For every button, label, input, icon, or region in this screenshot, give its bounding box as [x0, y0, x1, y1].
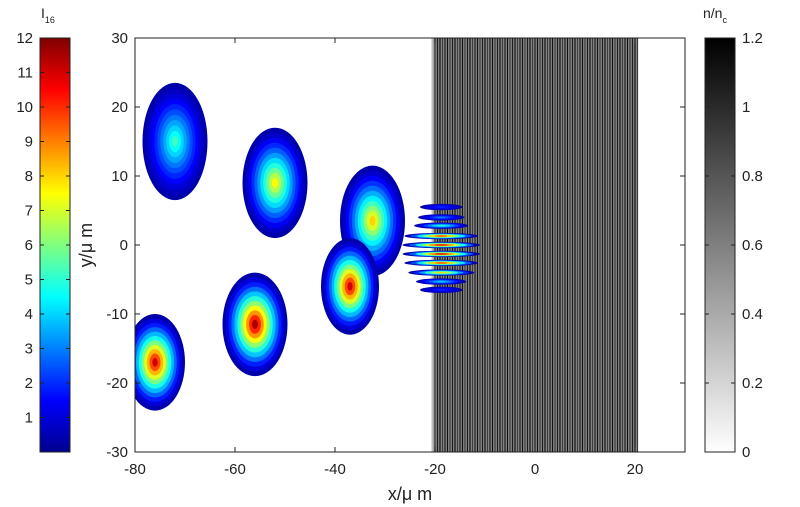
fringe-contour [435, 235, 448, 237]
y-tick-label: 10 [111, 168, 128, 185]
intensity-colorbar-tick-label: 9 [25, 134, 33, 151]
x-tick-label: -40 [324, 461, 346, 478]
x-axis: -80 -60 -40 -20 0 20 [124, 38, 643, 478]
intensity-colorbar-tick-label: 11 [17, 65, 33, 82]
fringe-contour [436, 225, 446, 227]
x-tick-label: -60 [224, 461, 246, 478]
pulse-contour [369, 215, 376, 226]
intensity-colorbar-tick-label: 8 [25, 168, 33, 185]
intensity-colorbar-tick-label: 10 [16, 99, 33, 116]
intensity-colorbar-tick-label: 1 [25, 410, 33, 427]
intensity-colorbar [39, 37, 71, 453]
intensity-colorbar-tick-label: 5 [25, 272, 33, 289]
laser-pulses [135, 82, 480, 411]
fringe-contour [434, 244, 448, 246]
fringe-contour [437, 289, 445, 291]
density-colorbar-ticks: 0 0.2 0.4 0.6 0.8 1 1.2 [705, 30, 763, 461]
pulse-contour [347, 282, 353, 291]
pulse [142, 82, 208, 201]
x-tick-label: -20 [424, 461, 446, 478]
intensity-colorbar-title-sub: 16 [45, 15, 55, 25]
intensity-colorbar-tick-label: 7 [25, 203, 33, 220]
x-tick-label: 0 [531, 461, 539, 478]
pulse [321, 238, 379, 335]
intensity-colorbar-title: I16 [41, 5, 55, 25]
intensity-colorbar-tick-label: 3 [25, 341, 33, 358]
fringe-contour [437, 206, 445, 208]
pulse-contour [152, 357, 158, 367]
density-colorbar-tick-label: 0.6 [742, 237, 763, 254]
pulse [242, 127, 308, 239]
y-tick-label: -30 [106, 444, 128, 461]
x-axis-title: x/μ m [388, 484, 432, 504]
pulse-contour [272, 177, 278, 188]
fringe-contour [437, 281, 446, 283]
y-tick-label: -10 [106, 306, 128, 323]
pulse [222, 272, 288, 377]
y-axis: -30 -20 -10 0 10 20 30 [106, 30, 685, 461]
y-tick-label: 20 [111, 99, 128, 116]
intensity-colorbar-tick-label: 6 [25, 237, 33, 254]
pulse-contour [252, 319, 258, 330]
y-axis-title: y/μ m [76, 223, 96, 267]
interference-pattern [402, 203, 480, 294]
y-tick-label: 30 [111, 30, 128, 47]
density-colorbar [704, 37, 736, 453]
density-colorbar-title: n/nc [703, 5, 727, 25]
fringe-contour [437, 216, 446, 218]
pulse [135, 314, 185, 411]
y-tick-label: -20 [106, 375, 128, 392]
density-colorbar-tick-label: 1 [742, 99, 750, 116]
intensity-colorbar-title-main: I [41, 5, 45, 21]
fringe-contour [435, 262, 448, 264]
x-tick-label: 20 [627, 461, 644, 478]
intensity-colorbar-tick-label: 2 [25, 375, 33, 392]
fringe-contour [434, 253, 448, 255]
pulse-contour [172, 136, 178, 147]
intensity-colorbar-tick-label: 12 [16, 30, 33, 47]
y-tick-label: 0 [120, 237, 128, 254]
density-colorbar-tick-label: 0.2 [742, 375, 763, 392]
density-colorbar-tick-label: 1.2 [742, 30, 763, 47]
density-colorbar-tick-label: 0 [742, 444, 750, 461]
x-tick-label: -80 [124, 461, 146, 478]
fringe-contour [435, 272, 447, 274]
density-colorbar-title-sub: c [722, 15, 727, 25]
intensity-colorbar-tick-label: 4 [25, 306, 33, 323]
density-colorbar-title-main: n/n [703, 5, 722, 21]
density-colorbar-tick-label: 0.8 [742, 168, 763, 185]
density-colorbar-tick-label: 0.4 [742, 306, 763, 323]
